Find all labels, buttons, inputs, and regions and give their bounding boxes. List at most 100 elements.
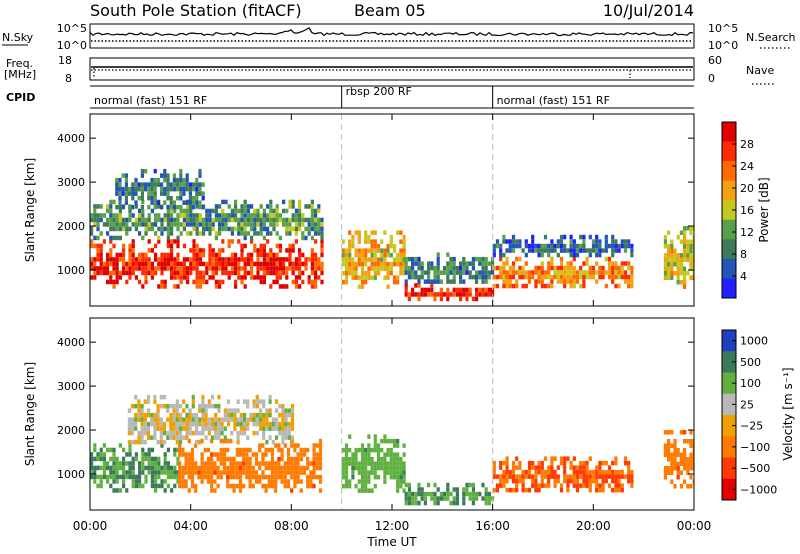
heatmap-cell: [214, 279, 218, 285]
heatmap-cell: [166, 195, 170, 201]
colorbar-swatch: [722, 372, 736, 395]
heatmap-cell: [185, 403, 189, 409]
heatmap-cell: [186, 266, 190, 271]
heatmap-cell: [547, 483, 551, 488]
heatmap-cell: [246, 208, 250, 214]
heatmap-cell: [166, 461, 170, 466]
heatmap-cell: [269, 222, 273, 227]
heatmap-cell: [423, 279, 427, 284]
heatmap-cell: [118, 461, 122, 466]
heatmap-cell: [287, 412, 291, 418]
heatmap-cell: [109, 208, 113, 214]
heatmap-cell: [254, 452, 259, 457]
heatmap-cell: [367, 239, 371, 244]
heatmap-cell: [670, 479, 674, 484]
colorbar-swatch: [722, 478, 736, 501]
heatmap-cell: [354, 456, 358, 462]
heatmap-cell: [224, 270, 228, 276]
heatmap-cell: [264, 461, 268, 466]
heatmap-cell: [320, 270, 324, 276]
heatmap-cell: [182, 257, 186, 262]
heatmap-cell: [471, 256, 475, 262]
heatmap-cell: [518, 478, 522, 484]
heatmap-cell: [670, 239, 674, 244]
heatmap-cell: [178, 479, 182, 484]
heatmap-cell: [534, 474, 538, 479]
heatmap-cell: [170, 222, 174, 227]
heatmap-cell: [417, 292, 421, 297]
heatmap-cell: [140, 421, 144, 427]
heatmap-cell: [210, 421, 215, 427]
heatmap-cell: [617, 478, 621, 484]
heatmap-cell: [128, 226, 132, 232]
heatmap-cell: [272, 222, 276, 227]
heatmap-cell: [182, 261, 186, 267]
heatmap-cell: [207, 426, 211, 431]
heatmap-cell: [315, 461, 319, 466]
heatmap-cell: [344, 479, 349, 484]
heatmap-cell: [563, 469, 567, 475]
heatmap-cell: [679, 253, 683, 258]
heatmap-cell: [291, 261, 295, 267]
heatmap-cell: [407, 296, 411, 302]
heatmap-cell: [166, 474, 170, 480]
heatmap-cell: [407, 491, 411, 497]
heatmap-cell: [109, 456, 113, 462]
heatmap-cell: [200, 470, 204, 475]
heatmap-cell: [172, 403, 176, 409]
heatmap-cell: [198, 279, 202, 285]
heatmap-cell: [399, 483, 403, 489]
heatmap-cell: [521, 270, 525, 275]
heatmap-cell: [298, 257, 302, 262]
heatmap-cell: [140, 408, 144, 413]
heatmap-cell: [471, 491, 475, 497]
heatmap-cell: [459, 270, 463, 275]
heatmap-cell: [201, 403, 205, 409]
heatmap-cell: [182, 226, 186, 232]
heatmap-cell: [259, 204, 263, 209]
heatmap-cell: [179, 208, 183, 214]
heatmap-cell: [280, 465, 284, 471]
heatmap-cell: [298, 248, 302, 253]
heatmap-cell: [281, 430, 285, 436]
heatmap-cell: [186, 222, 190, 227]
heatmap-cell: [208, 217, 212, 223]
heatmap-cell: [267, 474, 271, 480]
heatmap-cell: [159, 394, 163, 400]
heatmap-cell: [185, 426, 189, 431]
heatmap-cell: [588, 474, 592, 479]
heatmap-cell: [211, 226, 215, 232]
heatmap-cell: [449, 500, 453, 506]
heatmap-cell: [153, 177, 157, 183]
heatmap-cell: [686, 257, 690, 262]
heatmap-cell: [563, 465, 567, 470]
heatmap-cell: [202, 261, 206, 267]
heatmap-cell: [210, 456, 214, 462]
heatmap-cell: [147, 239, 151, 244]
freq-right-tick-bottom: 0: [708, 72, 715, 85]
heatmap-cell: [595, 483, 599, 488]
heatmap-cell: [141, 461, 145, 466]
heatmap-cell: [137, 417, 141, 422]
heatmap-cell: [166, 177, 170, 183]
heatmap-cell: [452, 270, 456, 275]
heatmap-cell: [160, 257, 164, 262]
heatmap-cell: [478, 270, 482, 275]
heatmap-cell: [96, 213, 100, 218]
heatmap-cell: [217, 394, 221, 400]
heatmap-cell: [262, 421, 266, 427]
heatmap-cell: [630, 270, 634, 275]
heatmap-cell: [195, 177, 199, 183]
heatmap-cell: [170, 226, 174, 232]
heatmap-cell: [367, 479, 371, 484]
heatmap-cell: [141, 208, 145, 214]
heatmap-cell: [170, 213, 174, 218]
noise-left-label: N.Sky: [2, 31, 34, 44]
heatmap-cell: [147, 222, 151, 227]
heatmap-cell: [137, 435, 141, 440]
heatmap-cell: [112, 217, 116, 223]
heatmap-cell: [572, 283, 576, 289]
heatmap-cell: [683, 257, 687, 262]
heatmap-cell: [202, 270, 206, 276]
heatmap-cell: [607, 265, 612, 271]
